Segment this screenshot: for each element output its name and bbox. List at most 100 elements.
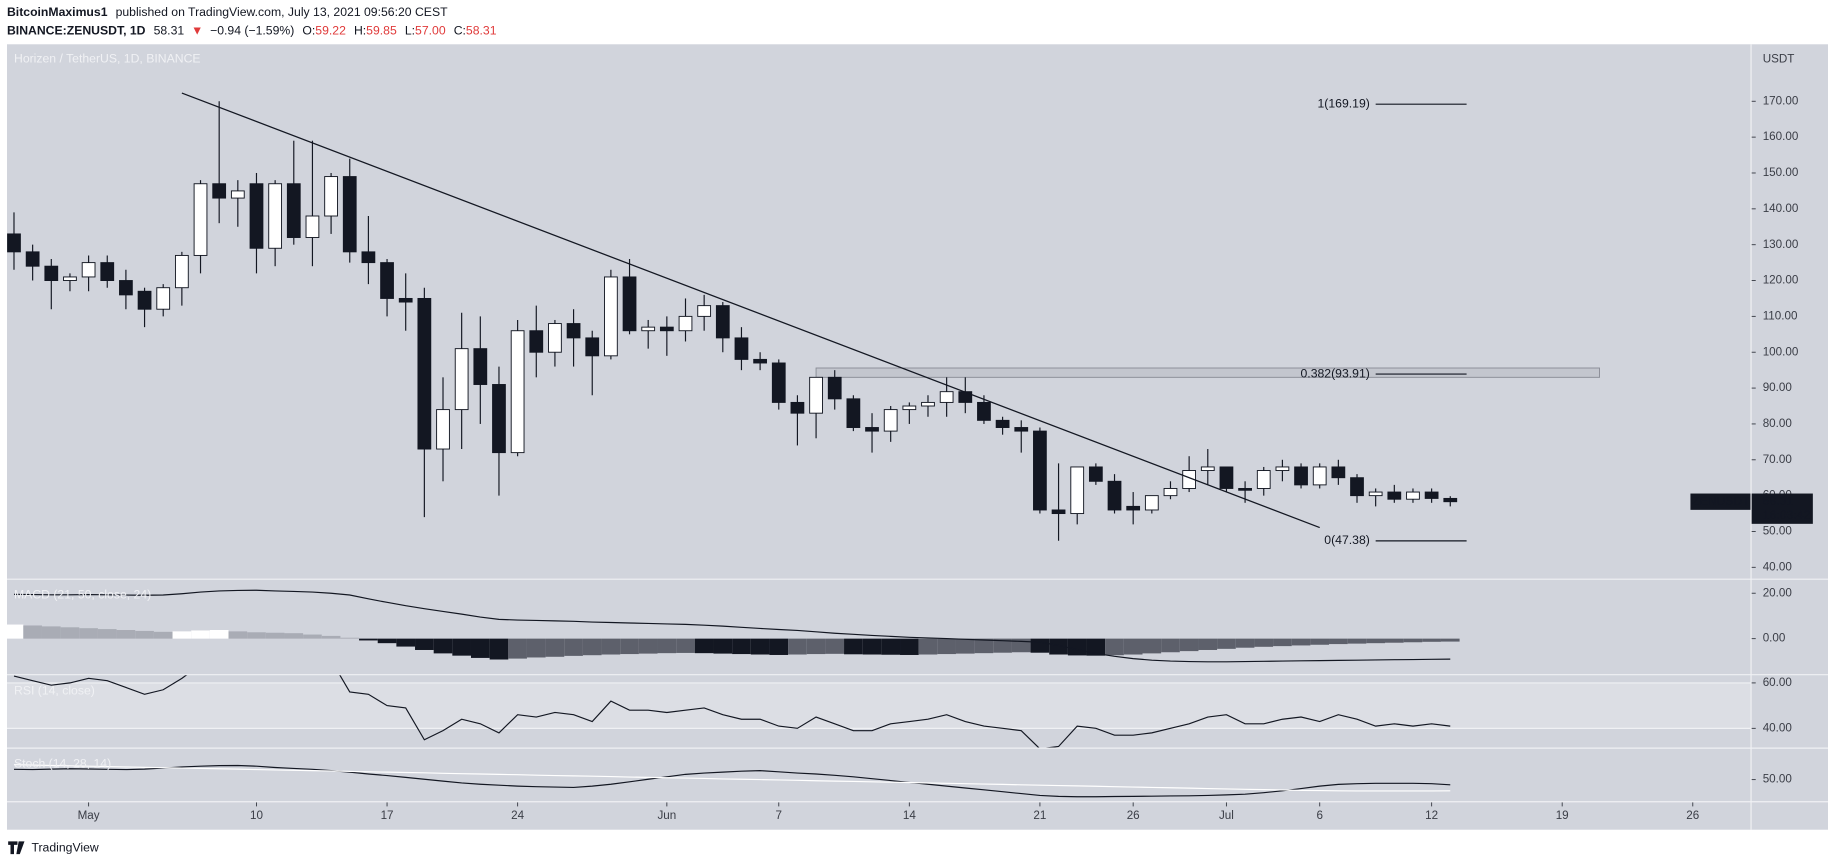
open-key: O: xyxy=(302,24,315,38)
histogram-bar xyxy=(1123,638,1143,655)
histogram-bar xyxy=(23,625,42,639)
histogram-bar xyxy=(41,626,61,639)
histogram-bar xyxy=(116,630,136,639)
y-tick-label: 120.00 xyxy=(1763,274,1799,287)
candle-up xyxy=(193,183,208,256)
histogram-bar xyxy=(1086,638,1106,656)
y-tick-label: 40.00 xyxy=(1763,721,1793,734)
y-tick-label: 20.00 xyxy=(1763,586,1793,599)
candle-up xyxy=(883,409,898,432)
histogram-bar xyxy=(806,638,826,655)
y-tick-label: 100.00 xyxy=(1763,345,1799,358)
histogram-bar xyxy=(377,638,397,644)
candle-down xyxy=(1387,491,1402,500)
candle-up xyxy=(1256,470,1271,489)
histogram-bar xyxy=(993,638,1012,653)
histogram-bar xyxy=(881,638,901,655)
candle-up xyxy=(678,315,693,332)
axis-unit: USDT xyxy=(1763,53,1795,66)
low-value: 57.00 xyxy=(415,24,446,38)
close-key: C: xyxy=(454,24,466,38)
histogram-bar xyxy=(713,638,733,654)
histogram-bar xyxy=(1422,638,1441,642)
histogram-bar xyxy=(582,638,602,656)
candle-down xyxy=(119,280,133,296)
low-key: L: xyxy=(405,24,415,38)
histogram-bar xyxy=(135,630,154,639)
header-line-1: BitcoinMaximus1 published on TradingView… xyxy=(7,5,448,19)
rsi-band xyxy=(6,682,1752,729)
histogram-bar xyxy=(1142,638,1162,654)
candle-down xyxy=(1331,466,1346,479)
footer-logo xyxy=(8,841,25,855)
x-tick-label: 10 xyxy=(250,809,263,822)
candle-down xyxy=(100,262,115,282)
x-tick-label: 14 xyxy=(903,809,916,822)
candle-up xyxy=(902,405,917,411)
candle-down xyxy=(1443,497,1458,503)
candle-down xyxy=(473,348,488,385)
histogram-bar xyxy=(676,638,695,653)
candle-up xyxy=(1275,466,1290,472)
histogram-bar xyxy=(750,638,770,655)
time-axis xyxy=(6,801,1828,830)
histogram-bar xyxy=(1161,638,1180,653)
candle-up xyxy=(1312,466,1327,486)
candle-down xyxy=(1350,477,1364,497)
candle-down xyxy=(44,265,59,282)
footer-brand: TradingView xyxy=(31,841,98,855)
y-tick-label: 130.00 xyxy=(1763,238,1799,251)
y-tick-label: 170.00 xyxy=(1763,94,1799,107)
histogram-bar xyxy=(1310,638,1330,645)
histogram-bar xyxy=(1235,638,1255,648)
histogram-bar xyxy=(1273,638,1292,647)
candle-up xyxy=(174,254,189,289)
histogram-bar xyxy=(1366,638,1385,644)
histogram-bar xyxy=(284,633,304,639)
candle-up xyxy=(156,287,171,310)
candle-up xyxy=(324,176,338,217)
candle-down xyxy=(249,183,264,249)
macd-line xyxy=(13,589,1451,663)
histogram-bar xyxy=(918,638,938,655)
candle-up xyxy=(1368,491,1383,497)
candle-down xyxy=(380,262,394,299)
candle-down xyxy=(342,176,357,253)
candle-down xyxy=(1107,480,1122,511)
indicator-line xyxy=(13,674,1451,749)
candle-down xyxy=(398,297,413,303)
histogram-bar xyxy=(489,638,509,660)
candle-down xyxy=(1238,487,1252,491)
candle-down xyxy=(529,330,544,353)
panel-0: 1(169.19) 0.382(93.91) 0(47.38) xyxy=(7,92,1600,547)
candle-down xyxy=(995,419,1010,428)
trendline xyxy=(181,92,1320,529)
fib-label: 1(169.19) xyxy=(1318,96,1370,110)
candle-up xyxy=(510,330,525,454)
y-tick-label: 0.00 xyxy=(1763,632,1786,645)
histogram-bar xyxy=(452,638,471,656)
histogram-bar xyxy=(974,638,994,654)
panel-3 xyxy=(13,764,1451,798)
candle-up xyxy=(305,215,320,238)
candle-down xyxy=(7,233,21,253)
histogram-bar xyxy=(788,638,807,655)
histogram-bar xyxy=(1329,638,1348,645)
candle-down xyxy=(137,290,152,310)
y-tick-label: 70.00 xyxy=(1763,453,1793,466)
x-tick-label: 12 xyxy=(1425,809,1438,822)
candle-up xyxy=(63,276,77,282)
histogram-bar xyxy=(508,638,527,659)
price-axis xyxy=(1751,44,1828,802)
symbol-tag-text: ZENUSDT xyxy=(1692,494,1750,508)
candle-down xyxy=(286,183,301,238)
y-tick-label: 140.00 xyxy=(1763,202,1799,215)
x-tick-label: Jul xyxy=(1219,809,1234,822)
close-value: 58.31 xyxy=(466,24,497,38)
candle-down xyxy=(659,326,674,332)
histogram-bar xyxy=(526,638,546,658)
histogram-bar xyxy=(564,638,583,656)
x-tick-label: 7 xyxy=(776,809,782,822)
candle-down xyxy=(753,358,767,364)
